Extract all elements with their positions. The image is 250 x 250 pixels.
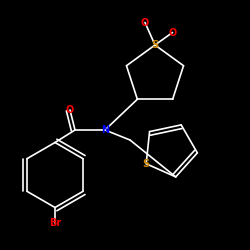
Text: O: O [66,105,74,115]
Text: O: O [141,18,149,28]
Text: N: N [101,125,109,135]
Text: S: S [152,40,158,50]
Text: S: S [142,159,150,169]
Text: O: O [168,28,176,38]
Text: Br: Br [49,218,61,228]
